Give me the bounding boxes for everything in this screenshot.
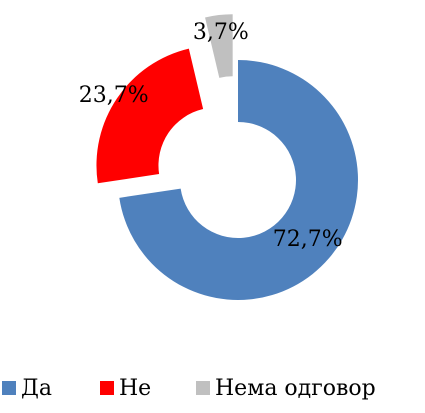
- legend-label: Да: [21, 376, 52, 401]
- data-label: 3,7%: [193, 20, 249, 45]
- legend-swatch: [196, 381, 210, 395]
- data-label: 72,7%: [273, 227, 343, 252]
- legend-label: Нема одговор: [215, 376, 376, 401]
- data-label: 23,7%: [79, 83, 149, 108]
- legend-label: Не: [119, 376, 151, 401]
- donut-slice: [205, 14, 233, 78]
- donut-slice: [119, 60, 359, 300]
- donut-slice: [96, 48, 204, 184]
- legend-swatch: [100, 381, 114, 395]
- legend-swatch: [2, 381, 16, 395]
